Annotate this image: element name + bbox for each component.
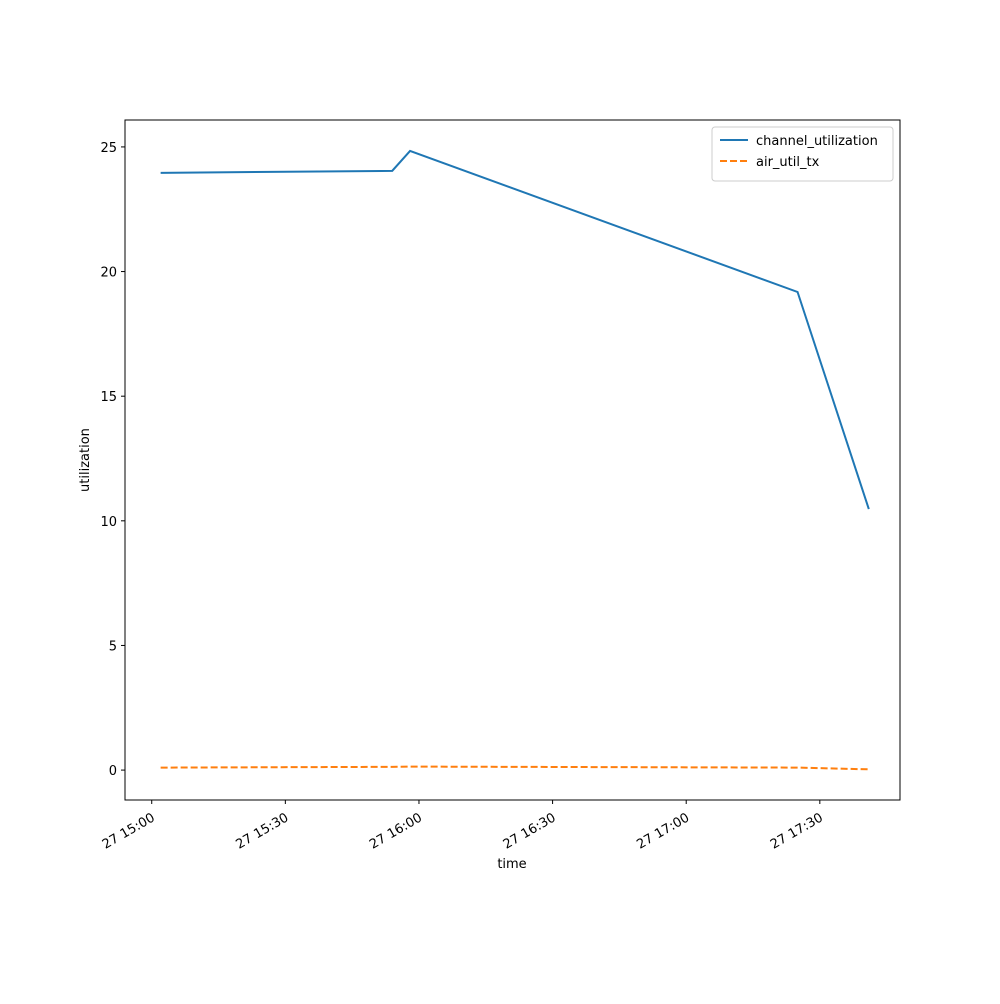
x-tick-label: 27 16:00 [367,810,425,852]
line-series [160,149,870,510]
y-tick-label: 0 [109,764,117,779]
axes-frame [124,119,901,801]
y-tick-label: 10 [100,515,117,530]
x-tick-label: 27 16:30 [501,810,559,852]
legend: channel_utilization air_util_tx [711,126,894,182]
y-tick-label: 25 [100,141,117,156]
x-tick-label: 27 17:30 [768,810,826,852]
y-tick-label: 15 [100,390,117,405]
y-tick-label: 20 [100,266,117,281]
x-axis-label: time [497,857,526,872]
line-series [160,765,869,771]
y-tick-label: 5 [109,639,117,654]
legend-box [711,126,894,182]
y-axis-label: utilization [78,428,93,492]
x-tick-label: 27 15:30 [233,810,291,852]
legend-label: air_util_tx [756,155,820,170]
legend-label: channel_utilization [756,134,878,149]
x-tick-label: 27 15:00 [100,810,158,852]
x-tick-label: 27 17:00 [634,810,692,852]
